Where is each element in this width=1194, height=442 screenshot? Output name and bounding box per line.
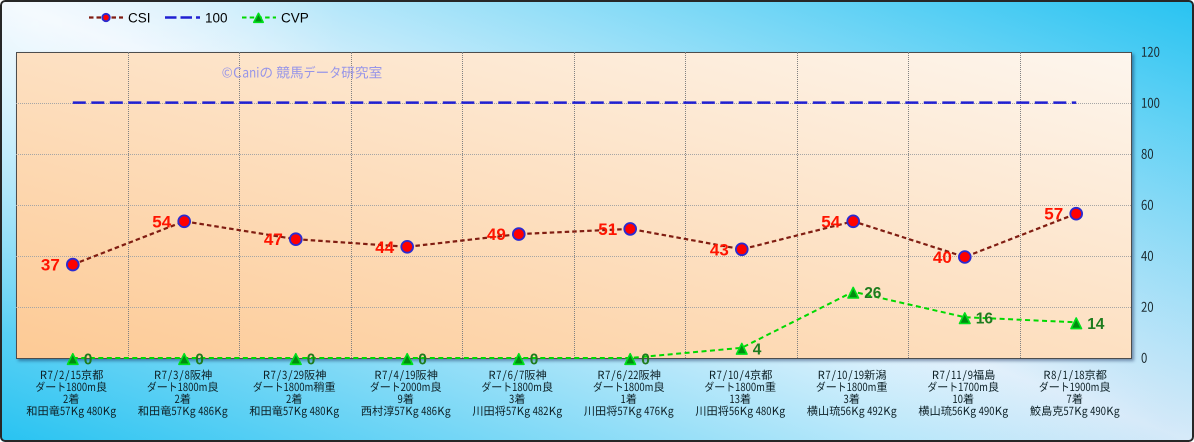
svg-text:43: 43 [710,240,729,259]
svg-text:37: 37 [41,256,60,275]
svg-text:54: 54 [821,212,840,231]
svg-text:0: 0 [530,352,539,369]
svg-text:40: 40 [933,248,952,267]
svg-text:49: 49 [487,225,506,244]
svg-text:0: 0 [84,352,93,369]
svg-text:54: 54 [152,212,171,231]
svg-text:4: 4 [753,341,762,358]
svg-text:0: 0 [418,352,427,369]
svg-text:14: 14 [1087,316,1105,333]
svg-text:44: 44 [375,238,394,257]
svg-text:47: 47 [264,230,283,249]
svg-text:0: 0 [641,352,650,369]
svg-text:16: 16 [976,311,994,328]
svg-text:26: 26 [864,285,882,302]
svg-text:51: 51 [598,220,617,239]
svg-text:0: 0 [307,352,316,369]
svg-text:57: 57 [1044,205,1063,224]
svg-text:CSI: CSI [128,11,151,26]
svg-text:0: 0 [195,352,204,369]
svg-text:100: 100 [205,11,228,26]
svg-text:CVP: CVP [281,11,309,26]
